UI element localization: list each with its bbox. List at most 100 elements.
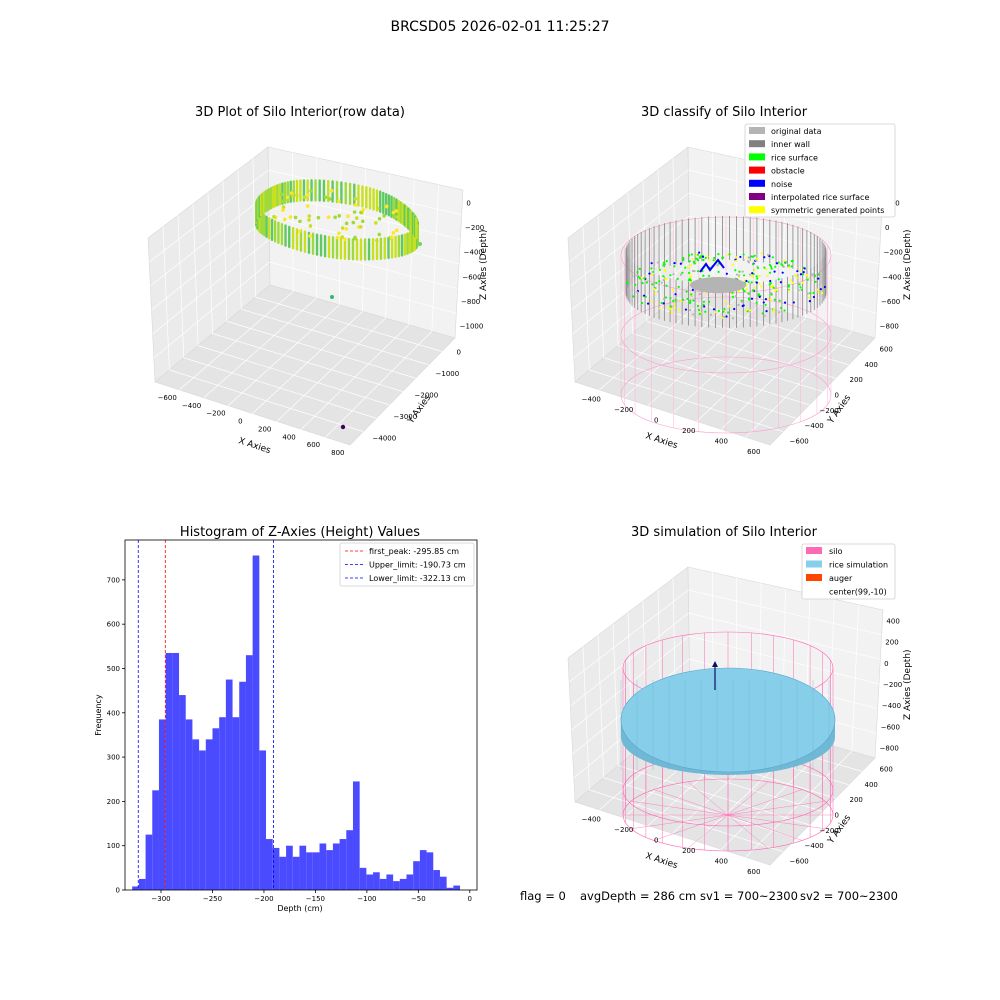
raw-point bbox=[329, 189, 334, 193]
histogram-bar bbox=[158, 719, 166, 890]
classified-point bbox=[688, 260, 691, 263]
histogram-bar bbox=[373, 872, 380, 890]
classified-point bbox=[728, 305, 731, 308]
x-tick-label: −200 bbox=[614, 826, 633, 834]
raw-point bbox=[280, 208, 285, 212]
classified-point bbox=[681, 271, 684, 274]
classified-point bbox=[673, 302, 676, 306]
raw-point bbox=[289, 191, 294, 195]
classified-point bbox=[655, 281, 658, 284]
legend-swatch bbox=[749, 166, 765, 174]
classified-point bbox=[755, 301, 758, 304]
grid-line bbox=[612, 203, 619, 346]
classified-point bbox=[728, 253, 731, 256]
histogram-bar bbox=[319, 843, 327, 890]
classified-point bbox=[739, 255, 742, 259]
classified-point bbox=[789, 279, 792, 282]
classified-point bbox=[657, 261, 660, 264]
grid-line bbox=[657, 169, 662, 310]
silo-spoke bbox=[687, 781, 729, 816]
classified-point bbox=[646, 302, 650, 305]
classified-point bbox=[692, 299, 695, 302]
grid-line bbox=[192, 203, 199, 346]
silo-spoke bbox=[727, 801, 826, 816]
classified-point bbox=[742, 274, 746, 277]
classified-point bbox=[741, 300, 744, 304]
legend-swatch bbox=[749, 140, 765, 148]
classified-point bbox=[756, 277, 759, 280]
legend-label: inner wall bbox=[771, 140, 810, 149]
x-tick-label: 600 bbox=[747, 868, 760, 876]
classified-point bbox=[640, 301, 644, 305]
classified-point bbox=[652, 270, 655, 274]
classified-point bbox=[712, 259, 715, 262]
classified-point bbox=[657, 290, 660, 293]
y-tick-label: −600 bbox=[790, 857, 809, 865]
raw-point bbox=[377, 232, 382, 237]
classified-point bbox=[721, 316, 724, 319]
legend-swatch bbox=[806, 560, 822, 568]
x-tick-label: −200 bbox=[206, 410, 225, 418]
classified-point bbox=[703, 305, 706, 308]
classified-point bbox=[673, 262, 676, 265]
classified-point bbox=[672, 299, 675, 303]
classified-point bbox=[761, 312, 764, 315]
histogram-bar bbox=[346, 830, 353, 890]
original-cluster bbox=[690, 277, 746, 293]
raw-outlier bbox=[418, 242, 422, 246]
classified-point bbox=[734, 294, 737, 298]
y-tick-label: −600 bbox=[790, 437, 809, 445]
classified-point bbox=[773, 298, 776, 301]
silo-spoke bbox=[727, 814, 803, 841]
legend-frame bbox=[744, 123, 896, 218]
silo-spoke bbox=[727, 781, 769, 816]
classified-point bbox=[696, 270, 700, 273]
histogram-bar bbox=[225, 679, 233, 890]
classified-point bbox=[651, 283, 654, 286]
classified-point bbox=[670, 311, 673, 314]
classified-point bbox=[817, 277, 820, 280]
classified-point bbox=[758, 295, 761, 298]
silo-spoke bbox=[630, 814, 729, 829]
classified-point bbox=[731, 317, 735, 320]
histogram-bar bbox=[272, 847, 280, 890]
x-tick-label: −400 bbox=[582, 395, 601, 403]
z-tick-label: 400 bbox=[886, 618, 899, 626]
classified-point bbox=[751, 289, 754, 292]
classified-point bbox=[636, 274, 639, 277]
grid-line bbox=[632, 333, 823, 392]
classified-point bbox=[777, 278, 780, 281]
raw-point bbox=[272, 214, 276, 219]
flag-text: flag = 0 bbox=[520, 889, 566, 903]
classified-point bbox=[790, 265, 793, 268]
classified-point bbox=[658, 268, 662, 271]
classified-point bbox=[670, 305, 673, 308]
raw-point bbox=[337, 199, 341, 203]
z-tick-label: −400 bbox=[464, 249, 483, 257]
histogram-bar bbox=[205, 739, 213, 890]
classified-point bbox=[798, 283, 801, 286]
legend-label: original data bbox=[771, 127, 822, 136]
classified-point bbox=[723, 307, 726, 311]
histogram-bar bbox=[379, 878, 387, 890]
classified-point bbox=[814, 280, 817, 283]
raw-point bbox=[307, 214, 312, 218]
y-tick-label: −200 bbox=[820, 827, 839, 835]
classified-point bbox=[800, 288, 804, 291]
x-tick-label: 400 bbox=[715, 857, 728, 865]
classified-point bbox=[636, 271, 639, 274]
classified-point bbox=[708, 300, 711, 303]
y-tick-label: −400 bbox=[805, 842, 824, 850]
classified-point bbox=[749, 309, 752, 312]
grid-line bbox=[851, 604, 859, 752]
raw-point bbox=[391, 210, 396, 215]
y-tick-label: −200 bbox=[820, 407, 839, 415]
y-tick-label: 400 bbox=[107, 709, 120, 717]
classified-point bbox=[702, 274, 705, 277]
classified-point bbox=[801, 273, 805, 276]
classified-point bbox=[757, 293, 761, 296]
classified-point bbox=[662, 278, 665, 282]
z-tick-label: −600 bbox=[881, 298, 900, 306]
figure-title: BRCSD05 2026-02-01 11:25:27 bbox=[390, 19, 609, 35]
legend-label: silo bbox=[829, 547, 843, 556]
